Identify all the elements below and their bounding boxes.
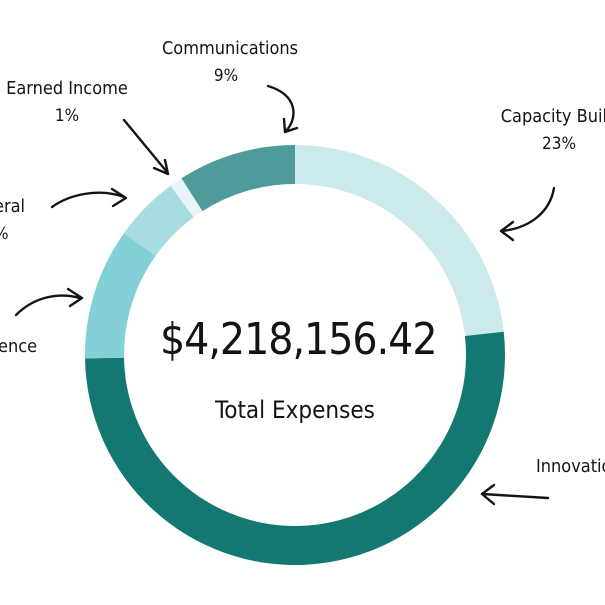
slice-communications xyxy=(181,145,295,212)
experience-arrow-icon xyxy=(14,287,84,317)
label-earned-income-percent: 1% xyxy=(54,106,80,126)
label-innovation-name: Innovatio xyxy=(536,456,605,477)
total-expenses-caption: Total Expenses xyxy=(215,396,375,424)
slice-capacity-build xyxy=(295,145,504,337)
innovation-arrow-icon xyxy=(480,483,550,506)
label-earned-income: Earned Income 1% xyxy=(6,80,128,125)
capacity-building-arrow-icon xyxy=(499,186,556,242)
label-capacity-building-name: Capacity Build xyxy=(500,106,605,127)
label-communications: Communications 9% xyxy=(162,40,298,86)
label-general: eral % xyxy=(0,198,30,243)
label-innovation: Innovatio xyxy=(536,458,605,476)
label-capacity-building: Capacity Build 23% xyxy=(494,108,605,153)
slice-earned-income xyxy=(170,178,203,218)
label-earned-income-name: Earned Income xyxy=(6,78,128,99)
label-general-percent: % xyxy=(0,226,30,243)
communications-arrow-icon xyxy=(266,84,299,134)
label-communications-name: Communications xyxy=(162,38,299,59)
label-experience-name: ence xyxy=(0,336,38,357)
total-expenses-value: $4,218,156.42 xyxy=(160,314,438,365)
label-capacity-building-percent: 23% xyxy=(542,134,576,154)
slice-eral xyxy=(123,185,194,256)
label-communications-percent: 9% xyxy=(213,66,239,86)
label-experience: ence xyxy=(0,338,37,356)
earned-income-arrow-icon xyxy=(122,118,170,176)
slice-innovatio xyxy=(85,331,506,565)
label-general-name: eral xyxy=(0,196,26,217)
general-arrow-icon xyxy=(50,187,128,209)
slice-ence xyxy=(85,233,156,359)
